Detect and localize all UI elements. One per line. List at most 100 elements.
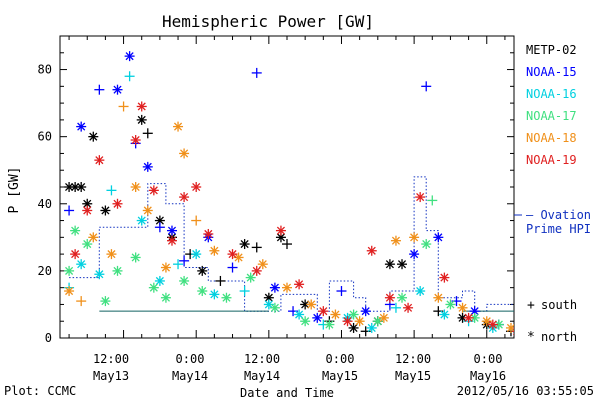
north-marker (124, 51, 135, 62)
ovation-legend-line2: Prime HPI (526, 222, 591, 236)
ovation-hpi-line (69, 176, 514, 312)
north-marker (409, 249, 420, 260)
north-marker (433, 292, 444, 303)
north-marker (487, 319, 498, 330)
north-marker (366, 245, 377, 256)
north-marker (306, 299, 317, 310)
ovation-legend-line1: — Ovation (526, 208, 591, 222)
y-tick-label: 40 (38, 197, 52, 211)
north-marker (409, 232, 420, 243)
x-tick-time-label: 0:00 (474, 352, 503, 366)
south-marker (142, 128, 153, 139)
legend-entry: NOAA-18 (526, 131, 577, 145)
data-markers (64, 51, 552, 337)
north-marker (100, 205, 111, 216)
north-marker (160, 292, 171, 303)
marker-key-label: south (541, 298, 577, 312)
x-tick-time-label: 0:00 (326, 352, 355, 366)
north-marker (136, 101, 147, 112)
x-tick-date-label: May15 (322, 369, 358, 383)
north-marker (94, 155, 105, 166)
north-marker (439, 309, 450, 320)
x-tick-time-label: 12:00 (244, 352, 280, 366)
x-tick-time-label: 12:00 (395, 352, 431, 366)
footer-plot-credit: Plot: CCMC (4, 384, 76, 398)
north-marker (245, 272, 256, 283)
north-marker (505, 322, 514, 333)
marker-key: + south * north (527, 298, 577, 345)
south-marker (239, 286, 250, 297)
x-tick-time-label: 0:00 (176, 352, 205, 366)
north-marker (70, 225, 81, 236)
south-marker (191, 215, 202, 226)
north-marker (209, 245, 220, 256)
south-marker (251, 242, 262, 253)
north-marker (463, 312, 474, 323)
north-marker (354, 316, 365, 327)
north-marker (100, 296, 111, 307)
north-marker (130, 182, 141, 192)
south-marker (251, 67, 262, 78)
north-marker (142, 161, 153, 172)
north-marker (439, 272, 450, 283)
north-marker (221, 292, 232, 303)
north-marker (88, 232, 99, 243)
marker-key-symbol: + (527, 298, 535, 313)
north-marker (294, 309, 305, 320)
north-marker (197, 286, 208, 297)
north-marker (445, 299, 456, 310)
south-marker (421, 81, 432, 92)
x-tick-date-label: May16 (470, 369, 506, 383)
south-marker (536, 320, 546, 330)
north-marker (384, 259, 395, 270)
north-marker (257, 259, 268, 270)
ovation-hpi-path (69, 176, 514, 312)
south-marker (542, 320, 552, 330)
south-marker (173, 259, 184, 270)
north-marker (76, 121, 87, 132)
y-tick-label: 80 (38, 63, 52, 77)
north-marker (512, 327, 514, 336)
north-marker (173, 121, 184, 132)
north-marker (227, 249, 238, 260)
x-tick-date-label: May13 (93, 369, 129, 383)
north-marker (179, 148, 190, 159)
north-marker (160, 262, 171, 273)
south-marker (76, 296, 87, 307)
north-marker (415, 286, 426, 297)
north-marker (378, 312, 389, 323)
north-marker (403, 302, 414, 313)
north-marker (348, 309, 359, 320)
north-marker (330, 309, 341, 320)
north-marker (469, 312, 480, 323)
y-axis: 0 20 40 60 80 (38, 35, 514, 345)
legend-entry: NOAA-19 (526, 153, 577, 167)
north-marker (421, 239, 432, 250)
south-marker (118, 101, 129, 112)
legend: METP-02 NOAA-15 NOAA-16 NOAA-17 NOAA-18 NOAA-… (514, 43, 577, 216)
north-marker (209, 289, 220, 300)
north-marker (300, 316, 311, 327)
south-marker (227, 262, 238, 273)
north-marker (148, 282, 159, 293)
north-marker (239, 239, 250, 250)
north-marker (233, 252, 244, 263)
north-marker (282, 282, 292, 293)
north-marker (82, 198, 93, 209)
north-marker (166, 225, 177, 236)
north-marker (251, 265, 262, 276)
south-marker (215, 275, 226, 286)
north-marker (106, 249, 117, 260)
x-tick-date-label: May14 (244, 369, 280, 383)
north-marker (64, 286, 75, 297)
north-marker (269, 282, 280, 293)
north-marker (179, 275, 190, 286)
north-marker (203, 228, 214, 239)
x-tick-date-label: May15 (395, 369, 431, 383)
north-marker (457, 302, 468, 313)
north-marker (366, 322, 377, 333)
north-marker (76, 259, 87, 270)
north-marker (318, 306, 329, 317)
x-tick-time-label: 12:00 (93, 352, 129, 366)
